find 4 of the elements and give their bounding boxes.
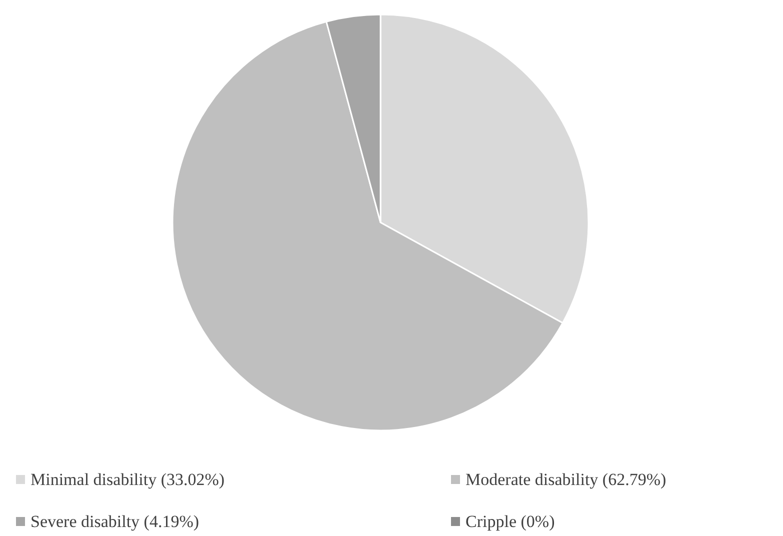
legend-label: Severe disabilty (4.19%): [30, 512, 200, 531]
legend-label: Moderate disability (62.79%): [466, 470, 666, 489]
legend-label: Minimal disability (33.02%): [30, 470, 225, 489]
legend-label: Cripple (0%): [466, 512, 555, 531]
